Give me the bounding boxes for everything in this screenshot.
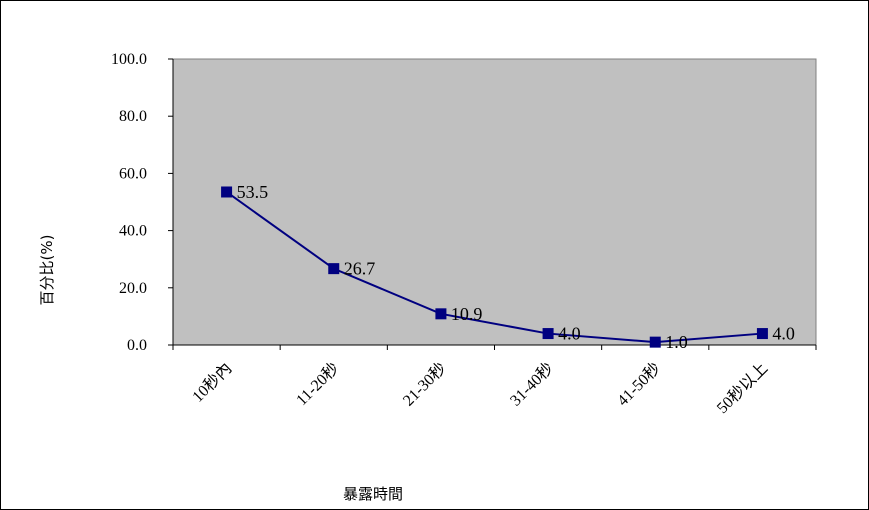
- y-tick-label: 20.0: [119, 280, 147, 297]
- data-label: 4.0: [772, 324, 795, 344]
- y-axis: 0.0 20.0 40.0 60.0 80.0 100.0: [111, 51, 174, 354]
- x-tick-label: 11-20秒: [293, 359, 343, 409]
- x-axis-title: 暴露時間: [343, 485, 403, 503]
- data-label: 1.0: [665, 332, 688, 352]
- series-line: [226, 191, 763, 344]
- data-point: [542, 328, 554, 340]
- plot-area: [172, 58, 817, 346]
- x-tick-label: 10秒內: [189, 359, 236, 406]
- data-point: [221, 186, 233, 198]
- series-group: 53.5 26.7 10.9 4.0 1.0 4.0: [221, 182, 795, 352]
- data-point: [649, 336, 661, 348]
- data-label: 26.7: [344, 259, 376, 279]
- y-tick-label: 0.0: [127, 337, 147, 354]
- x-tick-label: 21-30秒: [399, 359, 449, 409]
- data-point: [328, 263, 340, 275]
- x-tick-label: 31-40秒: [506, 359, 556, 409]
- x-tick-label: 41-50秒: [614, 359, 664, 409]
- x-tick-label: 50秒以上: [713, 359, 771, 417]
- y-axis-title: 百分比(%): [38, 235, 56, 306]
- data-label: 4.0: [558, 324, 581, 344]
- data-point: [756, 328, 768, 340]
- y-tick-label: 60.0: [119, 165, 147, 182]
- data-label: 10.9: [451, 304, 483, 324]
- y-tick-label: 100.0: [111, 51, 147, 68]
- y-tick-label: 80.0: [119, 108, 147, 125]
- data-label: 53.5: [237, 182, 268, 202]
- x-axis: 10秒內 11-20秒 21-30秒 31-40秒 41-50秒 50秒以上: [172, 344, 817, 417]
- data-point: [435, 308, 447, 320]
- y-tick-label: 40.0: [119, 223, 147, 240]
